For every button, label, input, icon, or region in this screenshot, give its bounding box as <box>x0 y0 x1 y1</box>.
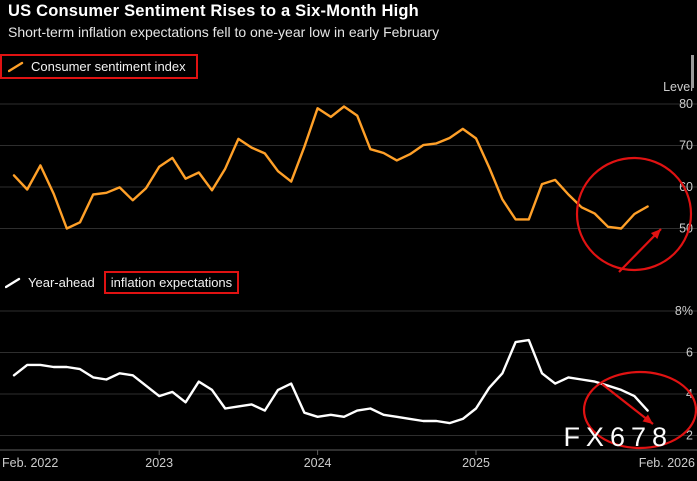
svg-text:Feb. 2026: Feb. 2026 <box>639 456 695 470</box>
annotation-circle-sentiment <box>575 156 693 272</box>
consumer-sentiment-series <box>12 105 649 230</box>
inflation-line-swatch-icon <box>5 277 21 288</box>
annotation-arrow-down-icon <box>601 383 654 425</box>
chart-title: US Consumer Sentiment Rises to a Six-Mon… <box>8 2 419 20</box>
red-annotations <box>575 156 697 450</box>
svg-text:2023: 2023 <box>145 456 173 470</box>
x-axis-labels: Feb. 2022 2023 2024 2025 Feb. 2026 <box>2 456 695 470</box>
legend-sentiment-label: Consumer sentiment index <box>31 59 186 74</box>
svg-text:80: 80 <box>679 97 693 111</box>
legend-inflation-prefix: Year-ahead <box>28 275 95 290</box>
svg-text:2024: 2024 <box>304 456 332 470</box>
bottom-panel-gridlines <box>0 310 697 436</box>
bottom-panel-axis-labels: 8% 6 4 2 <box>675 304 693 443</box>
watermark: FX678 <box>563 422 673 452</box>
inflation-expectations-series <box>12 338 649 425</box>
sentiment-line-swatch-icon <box>8 61 24 72</box>
svg-text:70: 70 <box>679 139 693 153</box>
legend-inflation-boxed: inflation expectations <box>103 271 240 294</box>
svg-text:Feb. 2022: Feb. 2022 <box>2 456 58 470</box>
annotation-arrow-up-icon <box>618 228 662 273</box>
top-panel-gridlines <box>0 103 697 229</box>
svg-text:2: 2 <box>686 429 693 443</box>
svg-text:6: 6 <box>686 346 693 360</box>
legend-inflation: Year-ahead inflation expectations <box>5 271 240 294</box>
legend-consumer-sentiment: Consumer sentiment index <box>0 54 198 79</box>
x-axis <box>0 449 697 455</box>
svg-text:4: 4 <box>686 387 693 401</box>
svg-text:Level: Level <box>663 80 693 94</box>
scrollbar-thumb[interactable] <box>691 55 694 88</box>
svg-text:8%: 8% <box>675 304 693 318</box>
chart-subtitle: Short-term inflation expectations fell t… <box>8 24 440 40</box>
svg-text:2025: 2025 <box>462 456 490 470</box>
annotation-circle-inflation <box>582 370 697 450</box>
